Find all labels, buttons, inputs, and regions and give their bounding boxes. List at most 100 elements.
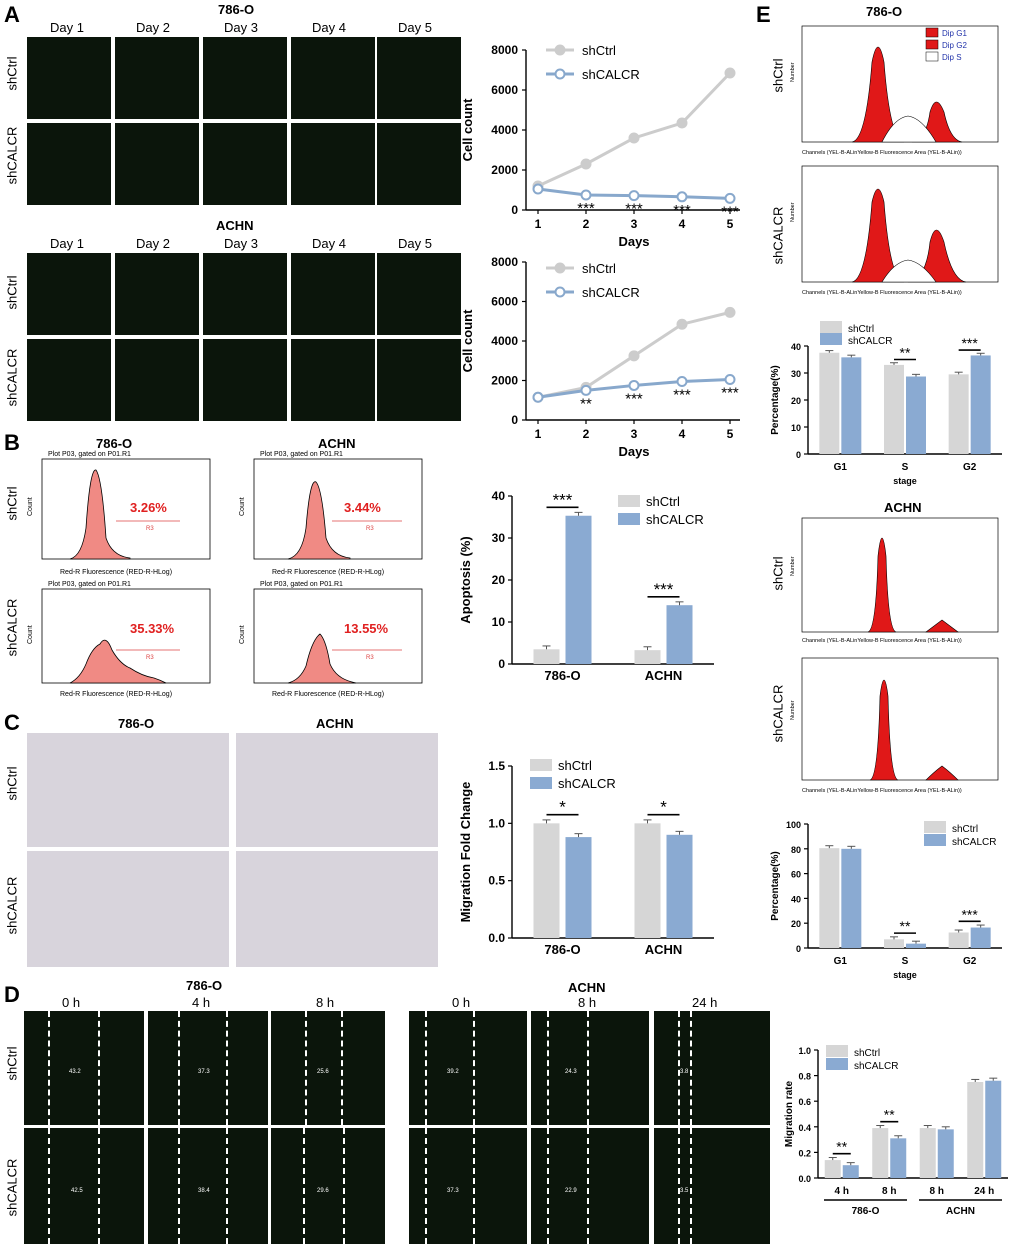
flow-histogram-786-shctrl: Plot P03, gated on P01.R1 R3 3.26% Red-R… (27, 451, 211, 576)
bar-shctrl-24h (967, 1082, 984, 1178)
bar-shctrl-786-o (533, 649, 560, 664)
y-tick-label: 20 (791, 919, 801, 929)
row-label-shctrl-b: shCtrl (4, 486, 20, 521)
row-label-shcalcr-e1: shCALCR (770, 206, 786, 265)
y-tick-label: 1.0 (798, 1046, 811, 1056)
time-label-786-1: 0 h (62, 995, 81, 1010)
bar-shctrl-8h (919, 1128, 936, 1178)
wound-width: 3.5 (680, 1188, 689, 1194)
y-tick-label: 0 (796, 450, 801, 460)
row-label-shctrl-a1: shCtrl (4, 56, 20, 91)
y-tick-label: 0 (511, 413, 518, 427)
bar-shctrl-4h (824, 1160, 841, 1178)
y-tick-label: 0.6 (798, 1097, 811, 1107)
flow-pct: 35.33% (130, 621, 175, 636)
cycle-histogram-achn-shcalcr: Channels (YEL-B-ALinYellow-B Fluorescenc… (790, 657, 999, 794)
bar-shctrl-s (884, 939, 904, 948)
data-point-shcalcr (580, 384, 592, 396)
y-tick-label: 2000 (491, 374, 518, 388)
x-tick-label: G1 (834, 462, 848, 473)
flow-x-axis: Red-R Fluorescence (RED-R-HLog) (272, 691, 384, 698)
panel-d-achn-title: ACHN (568, 980, 606, 995)
significance-mark: *** (961, 906, 978, 922)
row-label-shcalcr-a1: shCALCR (4, 126, 20, 185)
cycle-x-axis: Channels (YEL-B-ALinYellow-B Fluorescenc… (802, 150, 962, 156)
bar-shctrl-786-o (533, 823, 560, 938)
legend-swatch-g1 (925, 27, 939, 38)
x-tick-label: 8 h (930, 1186, 944, 1197)
significance-mark: ** (580, 395, 592, 412)
cycle-y-axis: Number (790, 202, 796, 222)
cycle-y-axis: Number (790, 62, 796, 82)
micrograph-786-shcalcr-day1 (27, 123, 111, 205)
panel-letter-e: E (756, 2, 771, 27)
wound-achn-shctrl-8h: 24.3 (531, 1011, 649, 1125)
flow-pct: 3.44% (344, 500, 381, 515)
y-tick-label: 2000 (491, 163, 518, 177)
micrograph-786-shctrl-day1 (27, 37, 111, 119)
micrograph-786-shctrl-day4 (291, 37, 375, 119)
wound-width: 43.2 (69, 1069, 81, 1075)
bar-shcalcr-g2 (970, 927, 991, 948)
data-point-shcalcr (532, 391, 544, 403)
data-point-shctrl (724, 67, 736, 79)
significance-mark: *** (625, 201, 643, 218)
legend-label: shCtrl (582, 43, 616, 58)
x-tick-label: 1 (535, 217, 542, 231)
data-point-shcalcr (676, 191, 688, 203)
flow-histogram-achn-shcalcr: Plot P03, gated on P01.R1 R3 13.55% Red-… (239, 581, 423, 698)
y-tick-label: 0 (498, 657, 505, 671)
significance-mark: * (660, 798, 667, 817)
y-tick-label: 60 (791, 870, 801, 880)
data-point-shctrl (628, 350, 640, 362)
transwell-786-shcalcr (27, 851, 229, 967)
x-tick-label: 2 (583, 217, 590, 231)
day-label-1b: Day 1 (50, 236, 84, 251)
chart-migration-rate: 0.0 0.2 0.4 0.6 0.8 1.0 4 h ** 8 h ** 8 h 24 h 786-O… (784, 1045, 1008, 1217)
bar-shcalcr-s (906, 376, 926, 454)
x-tick-label: G2 (963, 956, 977, 967)
y-axis-title: Percentage(%) (770, 851, 781, 920)
micrograph-achn-shcalcr-day1 (27, 339, 111, 421)
bar-shcalcr-achn (666, 834, 693, 938)
time-label-786-2: 4 h (192, 995, 211, 1010)
bar-shcalcr-achn (666, 605, 693, 664)
significance-mark: *** (673, 386, 691, 403)
y-tick-label: 0 (796, 944, 801, 954)
panel-letter-d: D (4, 982, 20, 1007)
bar-shctrl-g2 (948, 932, 969, 948)
legend-swatch (618, 495, 640, 507)
flow-frame (253, 458, 423, 560)
y-tick-label: 6000 (491, 83, 518, 97)
legend-swatch (618, 513, 640, 525)
micrograph-achn-shcalcr-day4 (291, 339, 375, 421)
wound-width: 29.6 (317, 1188, 329, 1194)
g1-peak (869, 679, 899, 781)
flow-plot-title: Plot P03, gated on P01.R1 (260, 451, 343, 458)
chart-cycle-achn: 0 20 40 60 80 100 G1 S ** G2 *** stage Percentage(%)… (770, 820, 1002, 980)
row-label-shcalcr-e2: shCALCR (770, 684, 786, 743)
chart-cycle-786: 0 10 20 30 40 G1 S ** G2 *** stage Percentage(%) shC… (770, 321, 1002, 486)
data-point-shctrl (724, 306, 736, 318)
y-tick-label: 0.8 (798, 1072, 811, 1082)
cycle-histogram-786-shcalcr: Channels (YEL-B-ALinYellow-B Fluorescenc… (790, 165, 999, 296)
micrograph-achn-shctrl-day3 (203, 253, 287, 335)
significance-mark: *** (961, 335, 978, 351)
data-point-shcalcr (580, 189, 592, 201)
bar-shctrl-achn (634, 823, 661, 938)
panel-a-achn-title: ACHN (216, 218, 254, 233)
legend-swatch (820, 333, 842, 345)
y-tick-label: 10 (791, 423, 801, 433)
flow-plot-title: Plot P03, gated on P01.R1 (48, 451, 131, 458)
legend-label: shCtrl (582, 261, 616, 276)
wound-width: 38.4 (198, 1188, 210, 1194)
y-tick-label: 6000 (491, 295, 518, 309)
panel-e-786-title: 786-O (866, 4, 903, 19)
y-axis-title: Migration Fold Change (458, 782, 473, 923)
wound-width: 37.3 (198, 1069, 210, 1075)
x-tick-label: 3 (631, 217, 638, 231)
transwell-achn-shctrl (236, 733, 438, 847)
cycle-x-axis: Channels (YEL-B-ALinYellow-B Fluorescenc… (802, 290, 962, 296)
gate-label: R3 (366, 526, 374, 532)
group-label: 786-O (852, 1206, 880, 1217)
